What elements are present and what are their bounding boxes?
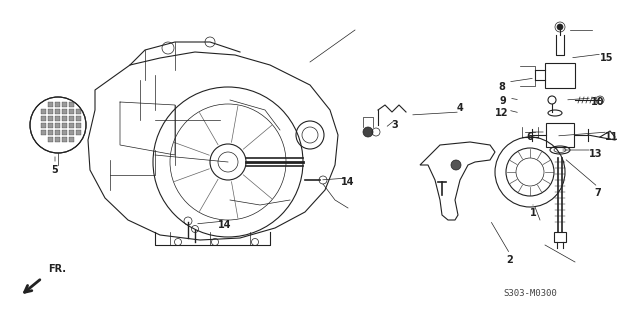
Bar [48,123,53,128]
Bar [48,109,53,114]
Bar [48,130,53,135]
Text: 6: 6 [527,132,533,142]
Text: 14: 14 [218,220,232,230]
Bar [41,130,46,135]
Text: 12: 12 [495,108,509,118]
Text: S303-M0300: S303-M0300 [503,289,557,298]
Text: 4: 4 [456,103,463,113]
Text: 10: 10 [591,97,605,107]
Text: 15: 15 [600,53,614,63]
Circle shape [557,24,563,30]
Bar [62,109,67,114]
Bar [76,109,81,114]
Bar [41,123,46,128]
Text: 1: 1 [530,208,536,218]
Bar [55,123,60,128]
Bar [62,102,67,107]
Bar [55,130,60,135]
Text: FR.: FR. [48,264,66,274]
Bar [69,102,74,107]
Bar [554,232,566,242]
Bar [55,137,60,142]
Text: 14: 14 [341,177,355,187]
Text: 9: 9 [500,96,506,106]
Bar [69,130,74,135]
Bar [55,102,60,107]
Text: 8: 8 [499,82,506,92]
Bar [76,130,81,135]
Bar [546,123,574,147]
Bar [48,116,53,121]
Text: 11: 11 [605,132,619,142]
Text: 13: 13 [589,149,603,159]
Bar [545,63,575,88]
Bar [41,109,46,114]
Bar [55,116,60,121]
Circle shape [451,160,461,170]
Text: 5: 5 [52,165,58,175]
Bar [55,109,60,114]
Bar [48,102,53,107]
Bar [76,116,81,121]
Bar [41,116,46,121]
Bar [69,116,74,121]
Bar [48,137,53,142]
Bar [69,123,74,128]
Bar [76,123,81,128]
Bar [69,109,74,114]
Text: 2: 2 [507,255,513,265]
Bar [62,137,67,142]
Bar [62,116,67,121]
Text: 3: 3 [392,120,398,130]
Text: 7: 7 [595,188,602,198]
Bar [62,123,67,128]
Bar [62,130,67,135]
Bar [69,137,74,142]
Circle shape [363,127,373,137]
